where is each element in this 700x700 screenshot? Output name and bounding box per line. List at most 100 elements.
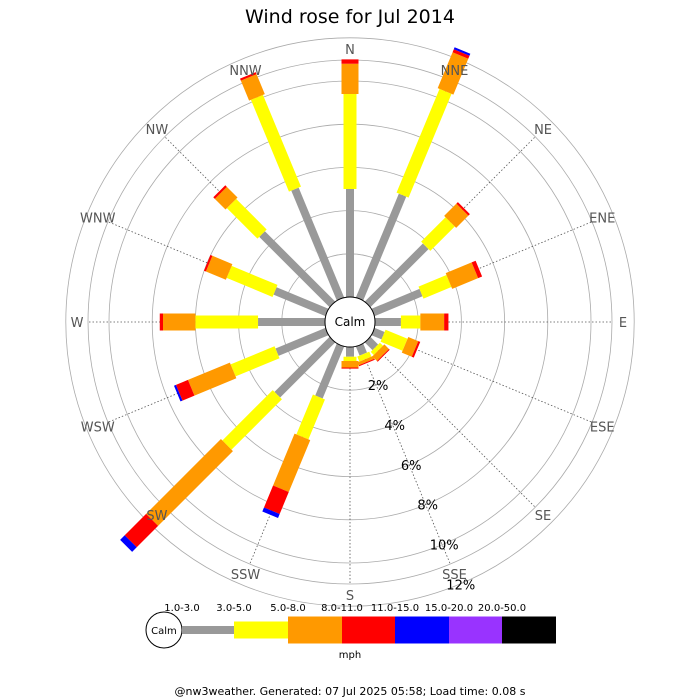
bar-segment-NNE-5.0-8.0 [437, 52, 469, 95]
direction-label-ENE: ENE [589, 212, 615, 227]
legend-label-5.0-8.0: 5.0-8.0 [270, 603, 305, 614]
wind-bars [120, 47, 483, 552]
bar-segment-WNW-5.0-8.0 [205, 255, 233, 280]
legend-swatch-1.0-3.0 [182, 626, 234, 634]
bar-segment-ENE-5.0-8.0 [445, 262, 479, 289]
bar-group-WSW [173, 327, 329, 402]
spoke-SE [367, 339, 536, 508]
bar-segment-NW-1.0-3.0 [259, 231, 336, 308]
bar-segment-NNW-1.0-3.0 [291, 187, 345, 301]
bar-segment-ENE-1.0-3.0 [371, 288, 423, 317]
ring-label-8%: 8% [417, 499, 438, 514]
direction-labels: N NNE NE ENE E ESE SE SSE S SSW SW WSW W WNW NW NNW [71, 43, 628, 604]
bar-segment-NNW-3.0-5.0 [250, 94, 301, 192]
bar-segment-WSW-5.0-8.0 [187, 362, 237, 396]
legend-label-3.0-5.0: 3.0-5.0 [216, 603, 251, 614]
bar-segment-SSW-1.0-3.0 [315, 343, 345, 399]
bar-group-NW [213, 185, 336, 308]
bar-segment-ESE-5.0-8.0 [401, 336, 419, 357]
direction-label-S: S [346, 589, 354, 604]
bar-segment-WNW-3.0-5.0 [226, 265, 278, 297]
legend-swatch-5.0-8.0 [288, 616, 342, 644]
bar-group-WNW [203, 254, 329, 317]
legend-swatch-11.0-15.0 [395, 616, 449, 644]
calm-label: Calm [335, 315, 366, 329]
bar-segment-SE-1.0-3.0 [364, 336, 379, 351]
bar-segment-WSW-1.0-3.0 [275, 327, 329, 356]
bar-segment-NE-8.0-11.0 [456, 202, 470, 216]
bar-segment-SW-1.0-3.0 [274, 336, 336, 398]
legend-bins: 1.0-3.0 3.0-5.0 5.0-8.0 8.0-11.0 11.0-15.0 15… [164, 603, 556, 644]
bar-segment-NNE-11.0-15.0 [453, 47, 471, 56]
bar-segment-SW-11.0-15.0 [120, 535, 137, 552]
bar-segment-SSW-3.0-5.0 [296, 394, 325, 440]
bar-group-SSW [262, 343, 345, 518]
direction-label-E: E [619, 316, 627, 331]
bar-segment-WSW-8.0-11.0 [175, 379, 195, 401]
bar-segment-ENE-8.0-11.0 [471, 260, 483, 279]
bar-segment-SE-8.0-11.0 [376, 348, 390, 362]
bar-segment-SW-8.0-11.0 [124, 513, 159, 548]
ring-label-4%: 4% [384, 419, 405, 434]
legend-label-11.0-15.0: 11.0-15.0 [371, 603, 419, 614]
bar-segment-NW-5.0-8.0 [214, 186, 238, 210]
bar-segment-NE-3.0-5.0 [421, 217, 455, 251]
bar-segment-SSW-5.0-8.0 [273, 433, 311, 493]
bar-group-SW [120, 336, 336, 552]
bar-group-SSE [355, 343, 375, 367]
bar-segment-SSW-11.0-15.0 [262, 507, 280, 518]
legend-label-15.0-20.0: 15.0-20.0 [425, 603, 473, 614]
footer-text: @nw3weather. Generated: 07 Jul 2025 05:5… [175, 685, 526, 698]
legend-unit: mph [339, 650, 361, 661]
bar-segment-SSE-5.0-8.0 [357, 355, 375, 366]
bar-segment-WNW-8.0-11.0 [203, 254, 213, 272]
bar-segment-ESE-1.0-3.0 [371, 327, 385, 340]
bar-segment-NNE-3.0-5.0 [396, 88, 452, 198]
bar-segment-WNW-1.0-3.0 [273, 287, 329, 317]
chart-title: Wind rose for Jul 2014 [245, 6, 455, 28]
spoke-SSE [359, 344, 451, 565]
direction-label-WNW: WNW [80, 212, 116, 227]
calm-center: Calm [324, 296, 376, 348]
bar-segment-ESE-3.0-5.0 [380, 329, 408, 351]
direction-label-ESE: ESE [590, 420, 615, 435]
legend-label-20.0-50.0: 20.0-50.0 [478, 603, 526, 614]
bar-segment-NW-8.0-11.0 [213, 185, 227, 199]
bar-segment-SW-5.0-8.0 [146, 439, 233, 526]
bar-segment-NNE-1.0-3.0 [355, 193, 407, 301]
bar-segment-NNE-8.0-11.0 [452, 49, 470, 59]
legend-calm-label: Calm [151, 626, 177, 637]
ring-label-10%: 10% [430, 539, 459, 554]
bar-group-NNE [355, 47, 471, 301]
bar-segment-NE-5.0-8.0 [444, 203, 469, 228]
bar-group-SE [364, 336, 390, 362]
legend-swatch-8.0-11.0 [342, 616, 395, 644]
bar-segment-NE-1.0-3.0 [364, 243, 429, 308]
legend-label-1.0-3.0: 1.0-3.0 [164, 603, 199, 614]
calm-circle [324, 296, 376, 348]
bar-segment-SE-5.0-8.0 [372, 344, 389, 361]
bar-group-ENE [371, 260, 483, 317]
bar-segment-SE-3.0-5.0 [370, 342, 383, 355]
ring-label-2%: 2% [368, 379, 389, 394]
bar-segment-WSW-3.0-5.0 [230, 346, 280, 377]
direction-label-WSW: WSW [81, 420, 115, 435]
bar-segment-SSW-8.0-11.0 [263, 485, 289, 514]
direction-label-NW: NW [146, 123, 169, 138]
direction-label-SSW: SSW [231, 568, 261, 583]
ring-label-6%: 6% [401, 459, 422, 474]
ring-label-12%: 12% [446, 579, 475, 594]
bar-group-NE [364, 202, 470, 308]
speed-legend: Calm 1.0-3.0 3.0-5.0 5.0-8.0 8.0-11.0 11.0-1… [145, 603, 556, 661]
direction-label-SE: SE [535, 509, 551, 524]
legend-swatch-20.0-50.0 [502, 616, 556, 644]
bar-segment-NW-3.0-5.0 [226, 198, 267, 239]
direction-label-SSE: SSE [442, 568, 467, 583]
ring-12% [65, 37, 635, 607]
bar-segment-SSE-3.0-5.0 [357, 351, 372, 362]
direction-label-NNE: NNE [441, 64, 469, 79]
direction-label-NNW: NNW [229, 64, 261, 79]
bar-segment-NNW-8.0-11.0 [240, 72, 257, 81]
legend-swatch-3.0-5.0 [234, 621, 288, 639]
